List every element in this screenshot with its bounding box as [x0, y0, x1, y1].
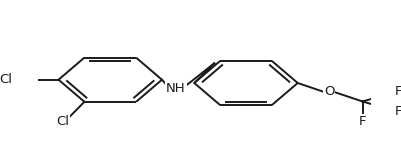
Text: O: O: [324, 85, 334, 98]
Text: F: F: [359, 115, 367, 128]
Text: Cl: Cl: [56, 115, 69, 128]
Text: F: F: [395, 105, 401, 118]
Text: F: F: [395, 85, 401, 98]
Text: Cl: Cl: [0, 73, 12, 86]
Text: NH: NH: [166, 82, 186, 95]
